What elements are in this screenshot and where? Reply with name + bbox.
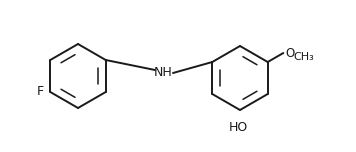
Text: NH: NH — [154, 66, 172, 78]
Text: O: O — [285, 47, 294, 59]
Text: HO: HO — [229, 121, 248, 134]
Text: CH₃: CH₃ — [293, 52, 314, 62]
Text: F: F — [37, 85, 44, 98]
